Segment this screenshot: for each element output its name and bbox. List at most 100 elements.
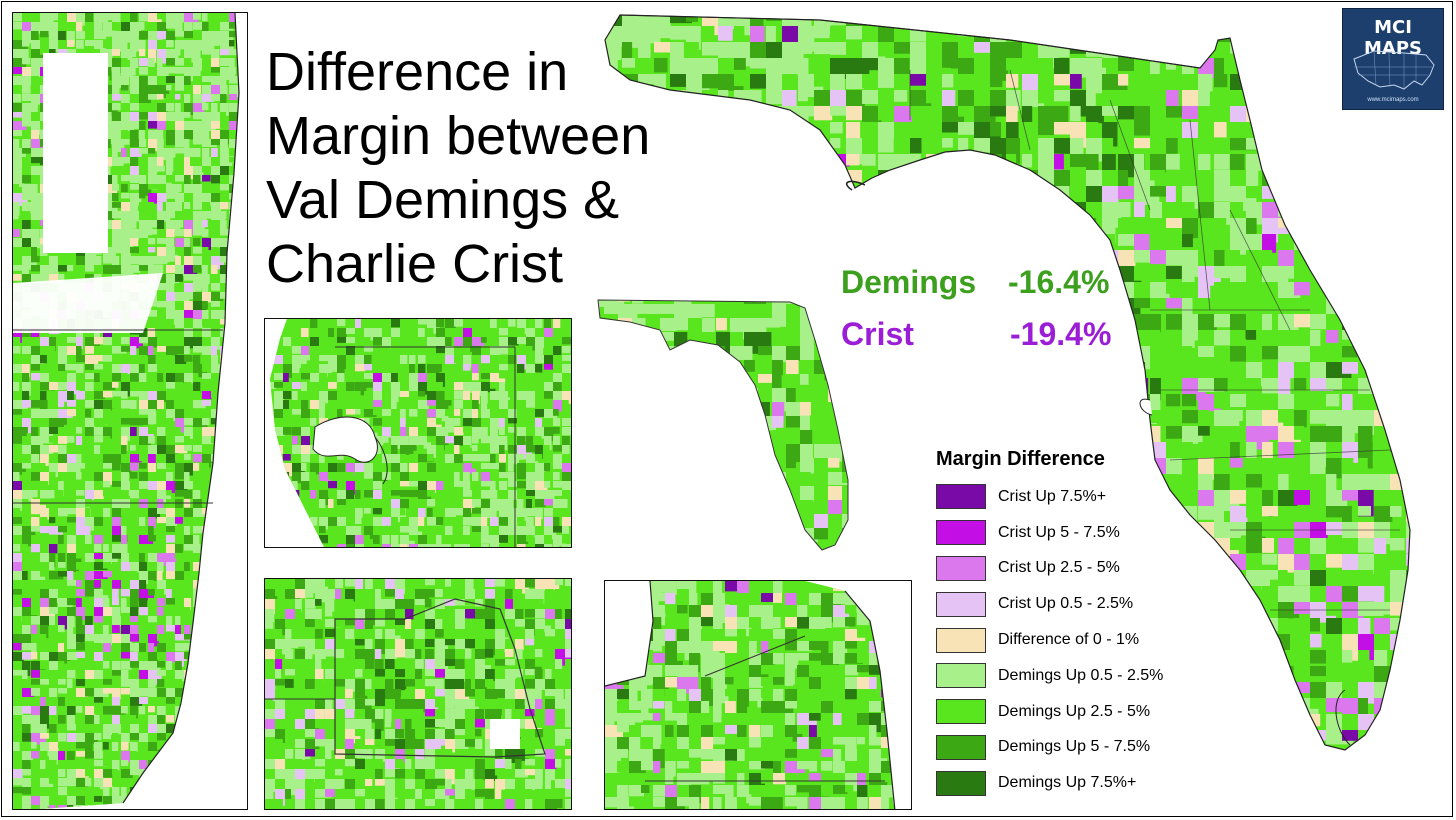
precinct-cell <box>773 689 784 705</box>
inset-map-southeast-coast-svg <box>13 13 248 809</box>
precinct-cell <box>555 589 565 602</box>
precinct-cell <box>315 649 326 659</box>
precinct-cell <box>166 256 175 262</box>
precinct-cell <box>112 715 120 729</box>
precinct-cell <box>139 805 147 809</box>
precinct-cell <box>355 472 367 481</box>
precinct-cell <box>475 689 491 699</box>
precinct-cell <box>385 629 401 640</box>
precinct-cell <box>229 427 239 440</box>
precinct-cell <box>166 436 179 447</box>
precinct-cell <box>22 265 29 280</box>
precinct-cell <box>31 229 40 241</box>
precinct-cell <box>418 391 426 397</box>
precinct-cell <box>881 725 890 741</box>
precinct-cell <box>211 706 220 714</box>
precinct-cell <box>535 364 543 373</box>
precinct-cell <box>472 472 479 484</box>
precinct-cell <box>325 759 333 771</box>
precinct-cell <box>22 562 32 571</box>
precinct-cell <box>49 643 59 652</box>
precinct-cell <box>346 409 356 415</box>
precinct-cell <box>495 639 507 653</box>
precinct-cell <box>365 739 375 745</box>
precinct-cell <box>427 346 438 360</box>
precinct-cell <box>445 499 453 510</box>
precinct-cell <box>202 607 215 616</box>
precinct-cell <box>184 796 191 804</box>
precinct-cell <box>337 319 346 326</box>
precinct-cell <box>677 653 685 661</box>
precinct-cell <box>535 535 545 547</box>
precinct-cell <box>301 544 310 547</box>
precinct-cell <box>94 364 106 370</box>
precinct-cell <box>525 649 533 659</box>
precinct-cell <box>238 436 239 445</box>
precinct-cell <box>465 769 474 782</box>
precinct-cell <box>139 661 154 670</box>
precinct-cell <box>238 292 239 307</box>
precinct-cell <box>148 796 159 802</box>
precinct-cell <box>265 689 277 701</box>
precinct-cell <box>193 724 200 732</box>
precinct-cell <box>605 713 615 731</box>
precinct-cell <box>238 184 239 199</box>
precinct-cell <box>31 580 45 592</box>
precinct-cell <box>130 508 140 522</box>
precinct-cell <box>716 318 727 331</box>
precinct-cell <box>175 130 187 140</box>
precinct-cell <box>211 499 220 506</box>
precinct-cell <box>148 310 161 317</box>
precinct-cell <box>40 454 49 466</box>
precinct-cell <box>157 805 166 809</box>
precinct-cell <box>375 709 384 720</box>
precinct-cell <box>665 773 674 784</box>
precinct-cell <box>85 346 99 354</box>
precinct-cell <box>515 809 527 810</box>
precinct-cell <box>193 805 200 809</box>
precinct-cell <box>247 526 248 538</box>
precinct-cell <box>49 265 59 275</box>
precinct-cell <box>103 409 111 420</box>
precinct-cell <box>184 463 193 476</box>
precinct-cell <box>13 364 25 378</box>
precinct-cell <box>355 382 367 396</box>
precinct-cell <box>553 355 563 371</box>
precinct-cell <box>202 643 211 656</box>
precinct-cell <box>455 649 466 659</box>
precinct-cell <box>345 669 357 684</box>
precinct-cell <box>211 544 221 555</box>
precinct-cell <box>463 346 471 359</box>
precinct-cell <box>229 796 239 809</box>
precinct-cell <box>463 472 470 486</box>
precinct-cell <box>211 76 223 88</box>
precinct-cell <box>274 526 288 532</box>
precinct-cell <box>315 579 328 591</box>
precinct-cell <box>391 463 405 475</box>
precinct-cell <box>617 725 635 733</box>
precinct-cell <box>490 526 501 537</box>
precinct-cell <box>454 472 460 485</box>
precinct-cell <box>247 148 248 159</box>
precinct-cell <box>385 719 392 728</box>
precinct-cell <box>418 328 425 343</box>
precinct-cell <box>238 418 239 431</box>
precinct-cell <box>481 391 488 404</box>
precinct-cell <box>499 526 509 537</box>
precinct-cell <box>166 733 176 744</box>
precinct-cell <box>382 382 391 393</box>
precinct-cell <box>184 526 190 536</box>
precinct-cell <box>375 729 382 746</box>
precinct-cell <box>103 427 112 439</box>
precinct-cell <box>499 517 513 526</box>
precinct-cell <box>472 544 485 547</box>
precinct-cell <box>31 643 37 653</box>
precinct-cell <box>265 739 281 751</box>
precinct-cell <box>833 737 853 745</box>
precinct-cell <box>425 589 435 598</box>
precinct-cell <box>301 499 316 511</box>
precinct-cell <box>505 809 512 810</box>
precinct-cell <box>238 67 239 82</box>
precinct-cell <box>148 652 159 663</box>
precinct-cell <box>508 355 516 366</box>
